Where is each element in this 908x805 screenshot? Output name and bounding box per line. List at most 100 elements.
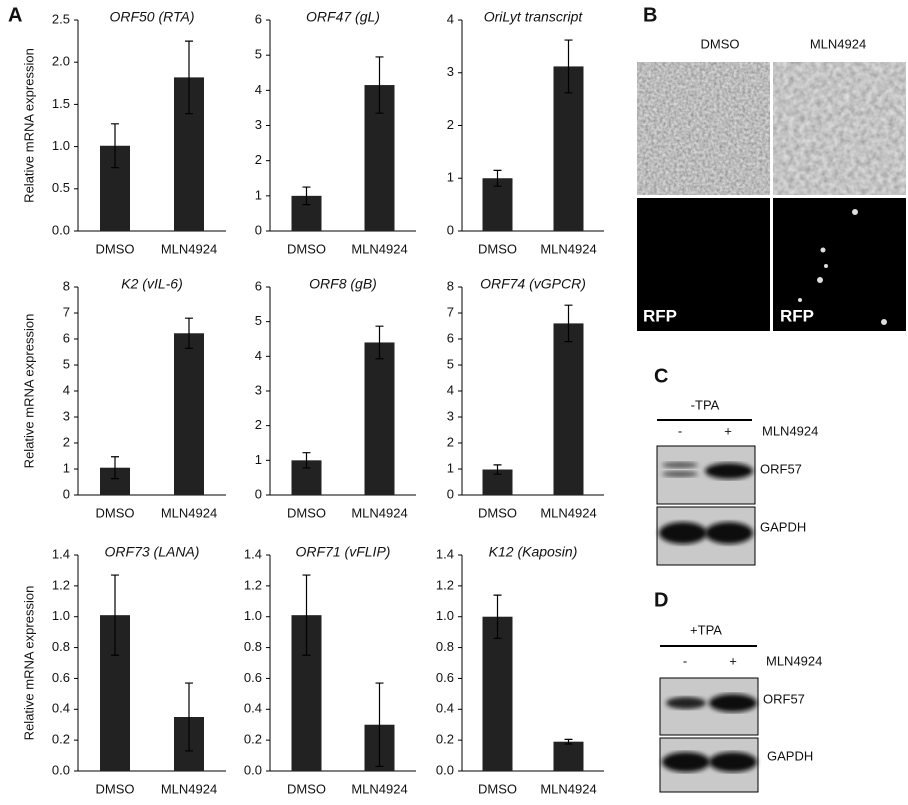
- y-tick-label: 5: [447, 356, 454, 371]
- panel-label: D: [654, 589, 668, 611]
- x-tick-label: DMSO: [96, 505, 135, 520]
- chart-title: ORF50 (RTA): [109, 9, 194, 25]
- y-tick-label: 4: [255, 348, 262, 363]
- y-tick-label: 7: [447, 304, 454, 319]
- chart-title: ORF8 (gB): [309, 276, 377, 292]
- x-tick-label: DMSO: [287, 505, 326, 520]
- x-tick-label: MLN4924: [161, 505, 217, 520]
- blot-label: ORF57: [763, 691, 805, 706]
- y-tick-label: 2.5: [52, 11, 70, 26]
- x-tick-label: MLN4924: [351, 241, 407, 256]
- x-tick-label: DMSO: [478, 505, 517, 520]
- y-axis-label: Relative mRNA expression: [21, 586, 36, 741]
- micrograph: [636, 61, 771, 196]
- y-tick-label: 1: [447, 460, 454, 475]
- error-bar: [185, 317, 193, 349]
- y-tick-label: 5: [63, 356, 70, 371]
- error-bar: [493, 594, 502, 639]
- y-tick-label: 3: [447, 64, 454, 79]
- bar: [364, 342, 395, 495]
- fluorescent-cells: [798, 209, 887, 325]
- y-tick-label: 2: [63, 434, 70, 449]
- y-tick-label: 0.8: [244, 639, 262, 654]
- chart-title: ORF74 (vGPCR): [480, 276, 586, 292]
- y-tick-label: 0.6: [436, 670, 454, 685]
- blot-band: [662, 471, 698, 477]
- channel-label: RFP: [643, 306, 677, 325]
- bar: [553, 66, 584, 231]
- column-label: DMSO: [701, 36, 740, 51]
- y-tick-label: 1: [63, 460, 70, 475]
- panel-label: B: [643, 4, 657, 26]
- y-tick-label: 1.4: [436, 546, 454, 561]
- x-tick-label: DMSO: [287, 781, 326, 796]
- error-bar: [375, 682, 384, 767]
- error-bar: [111, 123, 119, 169]
- x-tick-label: MLN4924: [351, 505, 407, 520]
- chart-title: ORF47 (gL): [306, 9, 380, 25]
- y-tick-label: 0.5: [52, 180, 70, 195]
- y-tick-label: 8: [63, 278, 70, 293]
- x-tick-label: MLN4924: [540, 241, 596, 256]
- channel-label: RFP: [780, 306, 814, 325]
- x-tick-label: DMSO: [96, 241, 135, 256]
- micrograph: [637, 198, 770, 331]
- error-bar: [111, 574, 119, 656]
- y-tick-label: 0: [447, 486, 454, 501]
- y-tick-label: 1: [255, 187, 262, 202]
- y-tick-label: 0.0: [244, 762, 262, 777]
- error-bar: [302, 186, 311, 206]
- y-tick-label: 6: [63, 330, 70, 345]
- y-tick-label: 1.4: [52, 546, 70, 561]
- bar: [553, 323, 584, 495]
- x-tick-label: DMSO: [96, 781, 135, 796]
- blot-label: GAPDH: [767, 748, 813, 763]
- y-tick-label: 0: [63, 486, 70, 501]
- blot-band: [659, 522, 707, 544]
- y-tick-label: 1.5: [52, 96, 70, 111]
- error-bar: [302, 574, 311, 656]
- error-bar: [185, 40, 193, 115]
- error-bar: [375, 56, 384, 114]
- blot-band: [705, 463, 753, 479]
- chart-title: K2 (vIL-6): [121, 276, 182, 292]
- y-tick-label: 2: [447, 117, 454, 132]
- error-bar: [185, 682, 193, 752]
- x-tick-label: DMSO: [287, 241, 326, 256]
- chart-title: ORF73 (LANA): [105, 544, 200, 560]
- bar: [174, 333, 204, 495]
- x-tick-label: MLN4924: [351, 781, 407, 796]
- lane-label: -: [683, 653, 687, 668]
- y-tick-label: 0.4: [52, 701, 70, 716]
- y-tick-label: 4: [447, 382, 454, 397]
- y-tick-label: 3: [255, 382, 262, 397]
- y-tick-label: 2: [255, 152, 262, 167]
- chart-title: ORF71 (vFLIP): [296, 544, 391, 560]
- y-tick-label: 0.4: [436, 701, 454, 716]
- error-bar: [493, 464, 502, 475]
- y-tick-label: 6: [255, 278, 262, 293]
- y-tick-label: 6: [447, 330, 454, 345]
- y-tick-label: 5: [255, 47, 262, 62]
- condition-label: +TPA: [690, 622, 722, 637]
- chart-title: OriLyt transcript: [484, 9, 584, 25]
- treatment-label: MLN4924: [766, 653, 822, 668]
- error-bar: [564, 39, 573, 94]
- x-tick-label: DMSO: [478, 241, 517, 256]
- y-axis-label: Relative mRNA expression: [21, 314, 36, 469]
- y-tick-label: 0.6: [244, 670, 262, 685]
- error-bar: [302, 452, 311, 469]
- y-tick-label: 0.4: [244, 701, 262, 716]
- y-tick-label: 1.2: [436, 577, 454, 592]
- y-tick-label: 0.2: [52, 732, 70, 747]
- blot-label: ORF57: [760, 461, 802, 476]
- y-tick-label: 6: [255, 11, 262, 26]
- y-tick-label: 7: [63, 304, 70, 319]
- y-tick-label: 1: [447, 170, 454, 185]
- blot-band: [662, 752, 710, 772]
- treatment-label: MLN4924: [762, 423, 818, 438]
- x-tick-label: MLN4924: [540, 781, 596, 796]
- y-tick-label: 2: [255, 417, 262, 432]
- y-tick-label: 1.0: [52, 608, 70, 623]
